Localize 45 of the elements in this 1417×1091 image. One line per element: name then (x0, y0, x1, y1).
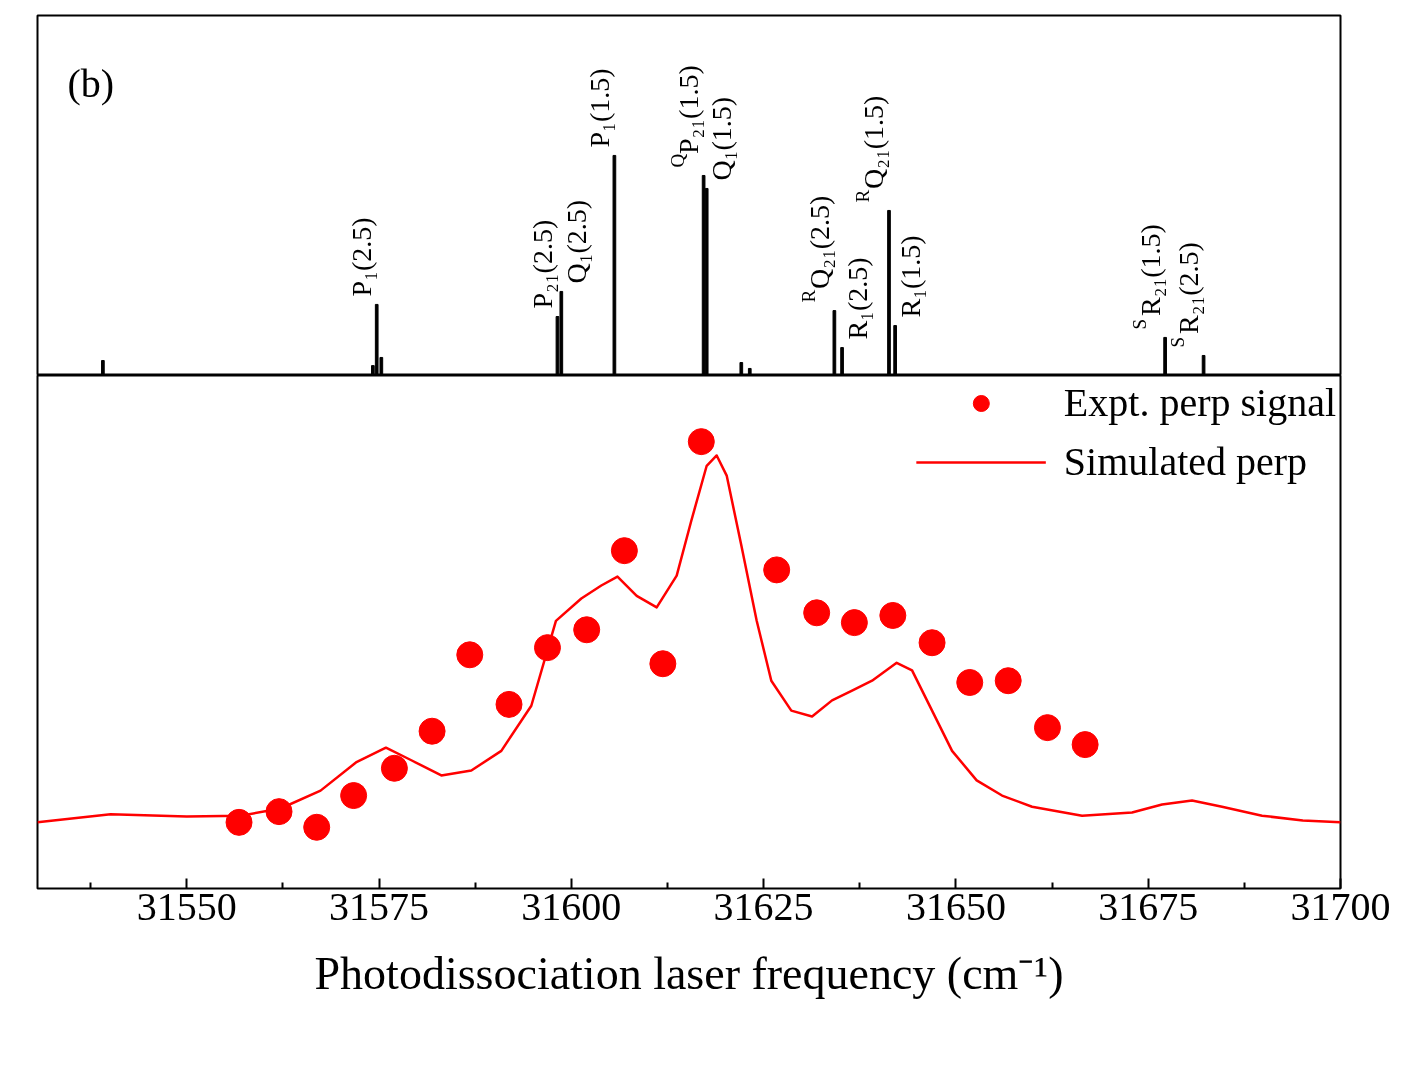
x-tick-label: 31700 (1290, 883, 1391, 929)
legend-label: Expt. perp signal (1063, 379, 1336, 426)
annotation: QP₂₁(1.5) (667, 65, 705, 168)
point (649, 650, 677, 678)
annotation: Q₁(2.5) (560, 199, 592, 284)
text: (b) (67, 60, 115, 106)
x-tick-label: 31575 (329, 883, 430, 929)
point (340, 782, 368, 810)
annotation: Q₁(1.5) (706, 96, 738, 181)
annotation: R₁(2.5) (841, 257, 873, 340)
point (918, 629, 946, 657)
annotation: RQ₂₁(2.5) (797, 195, 835, 303)
point (956, 669, 984, 696)
x-tick-label: 31550 (136, 883, 237, 929)
point (573, 616, 601, 644)
x-tick-label: 31650 (905, 883, 1006, 929)
point (687, 428, 715, 456)
point (495, 690, 523, 718)
point (418, 717, 446, 745)
point (840, 609, 868, 637)
annotation: SR₂₁(2.5) (1167, 242, 1205, 348)
x-axis-title: Photodissociation laser frequency (cm⁻¹) (314, 947, 1064, 999)
x-tick-label: 31600 (521, 883, 622, 929)
annotation: P₁(1.5) (583, 68, 615, 148)
annotation: P₁(2.5) (346, 217, 378, 297)
x-tick-label: 31625 (713, 883, 814, 929)
point (303, 813, 331, 841)
point (610, 537, 638, 565)
point (1033, 714, 1061, 742)
point (803, 599, 831, 627)
point (1071, 731, 1099, 759)
point (533, 634, 561, 662)
legend-label: Simulated perp (1063, 438, 1308, 485)
point (763, 556, 791, 584)
point (380, 754, 408, 782)
point (265, 798, 293, 826)
point (879, 601, 907, 629)
point (456, 641, 484, 669)
point (225, 808, 253, 836)
annotation: SR₂₁(1.5) (1128, 224, 1166, 330)
x-tick-label: 31675 (1098, 883, 1199, 929)
annotation: P₂₁(2.5) (526, 219, 558, 309)
annotation: RQ₂₁(1.5) (852, 95, 890, 203)
annotation: R₁(1.5) (894, 235, 926, 318)
point (994, 667, 1022, 695)
